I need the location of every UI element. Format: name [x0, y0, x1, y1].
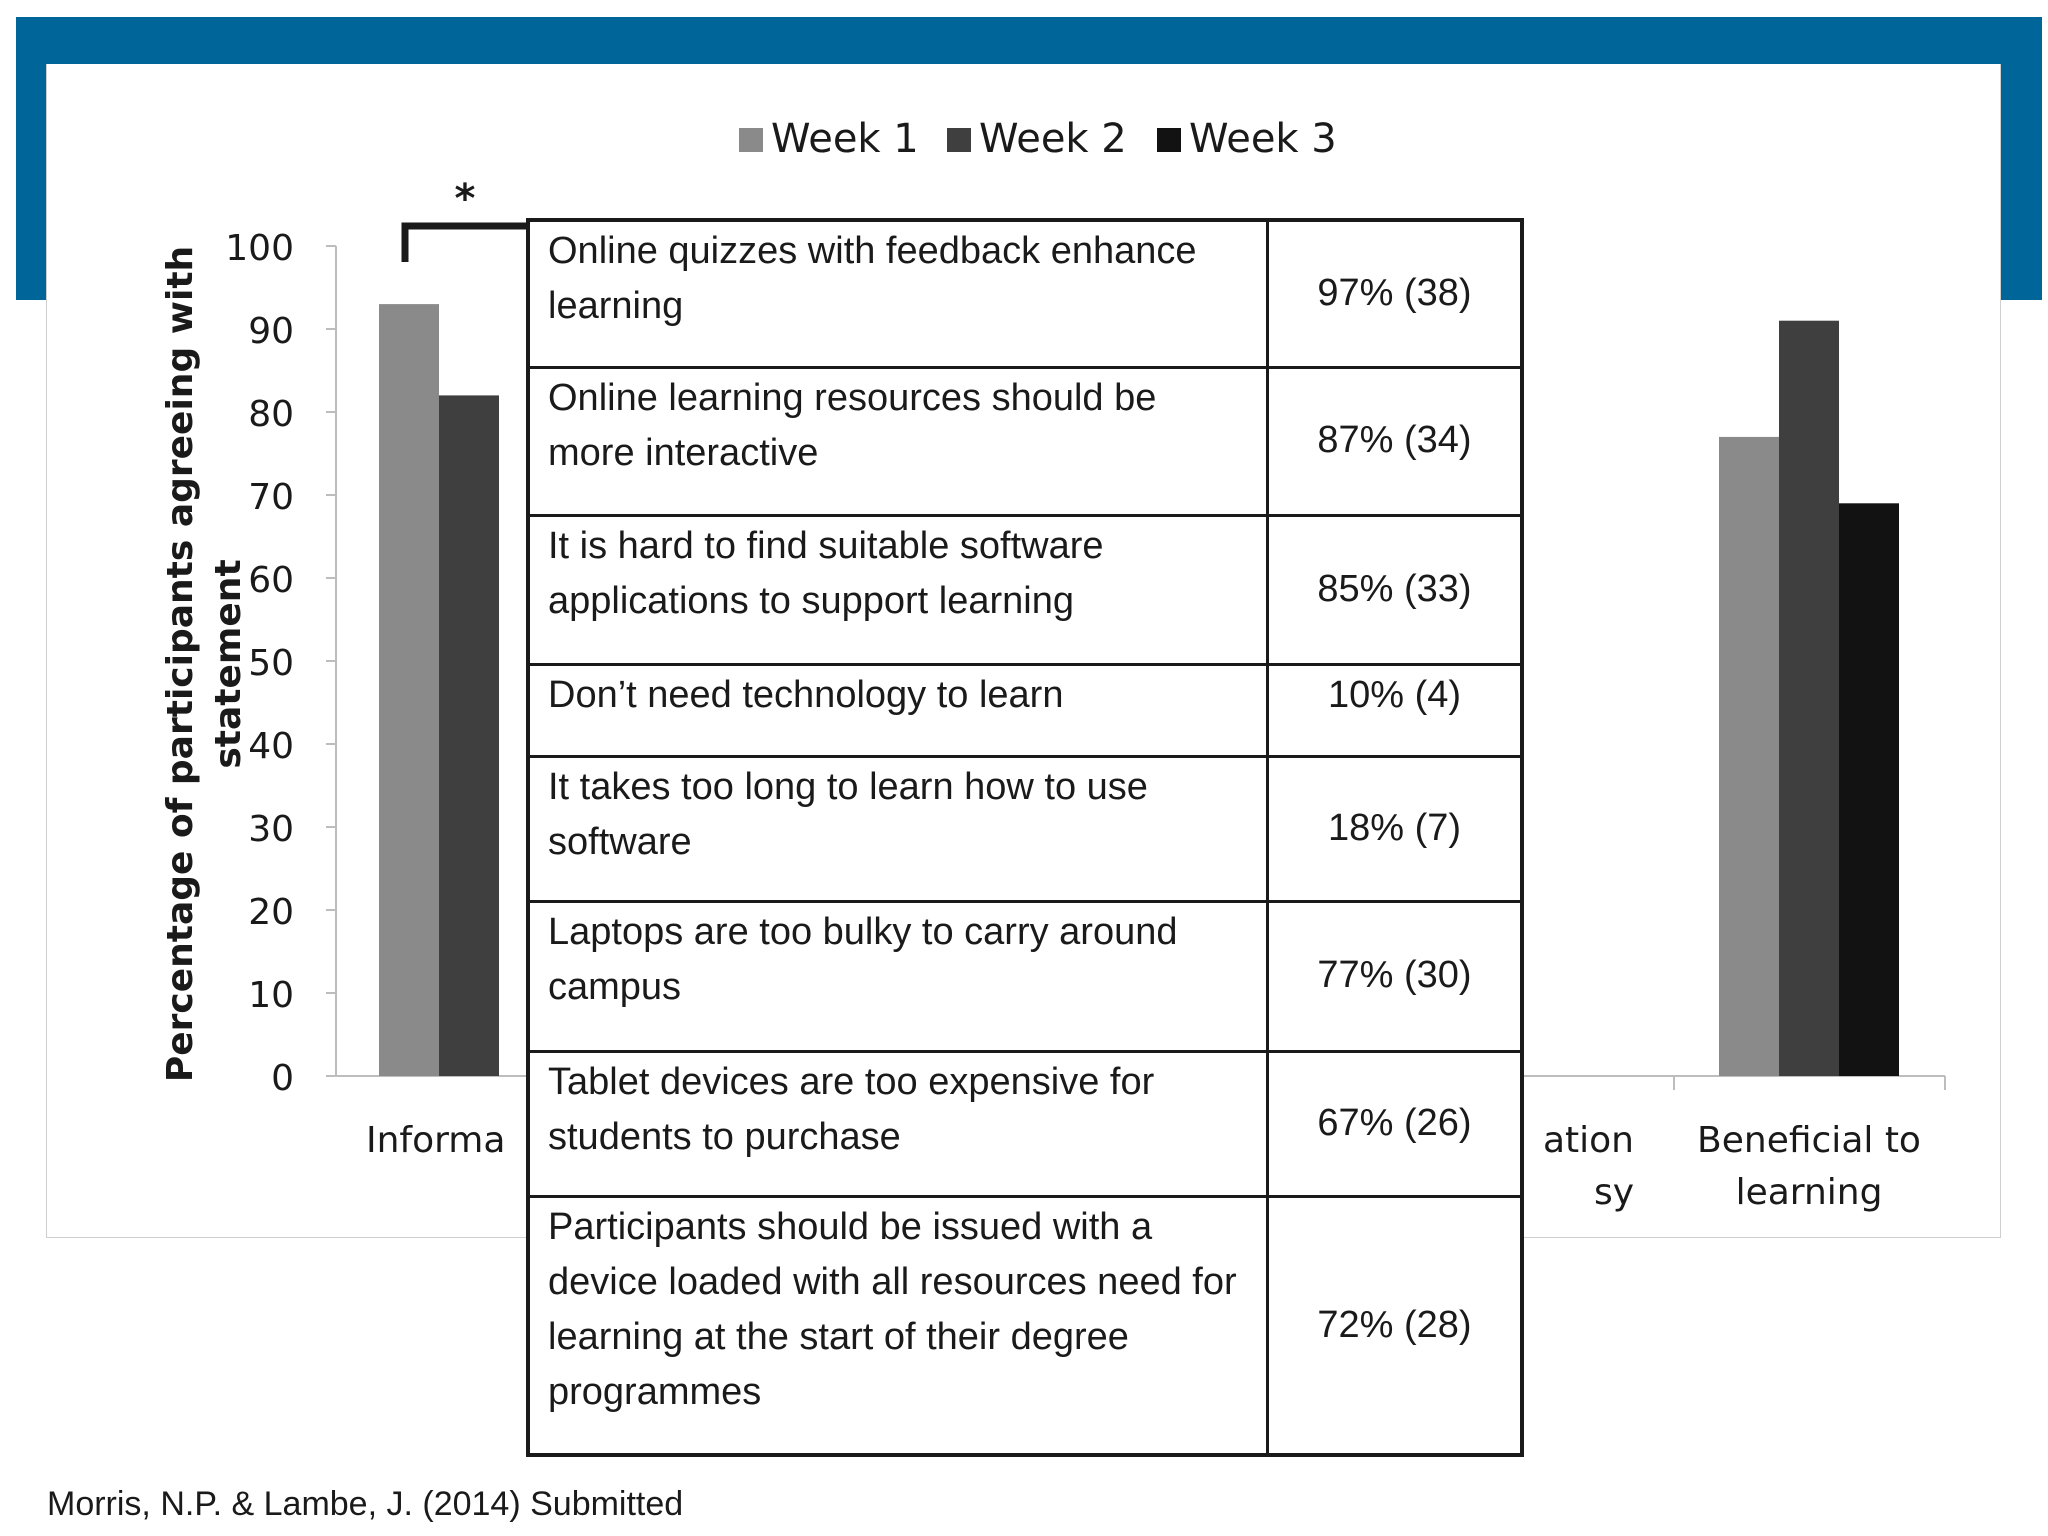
significance-bracket — [401, 222, 527, 262]
bar-week-2 — [1779, 320, 1839, 1076]
value-cell: 77% (30) — [1266, 899, 1524, 1053]
table-row: Don’t need technology to learn 10% (4) — [526, 662, 1524, 758]
value-cell: 87% (34) — [1266, 365, 1524, 517]
table-row: Online quizzes with feedback enhance lea… — [526, 218, 1524, 369]
bar-week-1 — [1719, 436, 1779, 1076]
legend-label: Week 3 — [1189, 116, 1337, 162]
value-cell: 18% (7) — [1266, 754, 1524, 903]
value-cell: 72% (28) — [1266, 1194, 1524, 1457]
statement-cell: It takes too long to learn how to use so… — [526, 754, 1269, 903]
y-tick-label: 10 — [248, 975, 294, 1016]
table-row: Laptops are too bulky to carry around ca… — [526, 899, 1524, 1053]
category-label: sy — [1594, 1172, 1634, 1213]
y-tick-label: 40 — [248, 726, 294, 767]
category-label: ation — [1543, 1120, 1634, 1161]
bar-week-2 — [439, 395, 499, 1076]
value-cell: 97% (38) — [1266, 218, 1524, 369]
survey-results-table: Online quizzes with feedback enhance lea… — [526, 218, 1524, 1457]
y-tick-label: 100 — [225, 228, 294, 269]
legend-label: Week 1 — [771, 116, 919, 162]
legend-swatch — [947, 128, 971, 152]
statement-cell: Online quizzes with feedback enhance lea… — [526, 218, 1269, 369]
table-row: It takes too long to learn how to use so… — [526, 754, 1524, 903]
category-label: Beneficial to — [1697, 1120, 1921, 1161]
y-tick-label: 70 — [248, 477, 294, 518]
y-tick-label: 80 — [248, 394, 294, 435]
category-label: learning — [1736, 1172, 1883, 1213]
y-tick-label: 30 — [248, 809, 294, 850]
y-tick-label: 20 — [248, 892, 294, 933]
table-row: Online learning resources should be more… — [526, 365, 1524, 517]
y-tick-label: 50 — [248, 643, 294, 684]
table-row: Tablet devices are too expensive for stu… — [526, 1049, 1524, 1198]
y-tick-label: 0 — [271, 1058, 294, 1099]
legend-swatch — [1157, 128, 1181, 152]
table-row: Participants should be issued with a dev… — [526, 1194, 1524, 1457]
statement-cell: Don’t need technology to learn — [526, 662, 1269, 758]
statement-cell: Laptops are too bulky to carry around ca… — [526, 899, 1269, 1053]
y-axis-title: Percentage of participants agreeing with — [160, 246, 201, 1082]
citation: Morris, N.P. & Lambe, J. (2014) Submitte… — [47, 1485, 684, 1523]
value-cell: 85% (33) — [1266, 513, 1524, 666]
value-cell: 67% (26) — [1266, 1049, 1524, 1198]
category-label: Informa — [366, 1120, 505, 1161]
statement-cell: Tablet devices are too expensive for stu… — [526, 1049, 1269, 1198]
bar-week-3 — [1839, 503, 1899, 1076]
legend-swatch — [739, 128, 763, 152]
statement-cell: Online learning resources should be more… — [526, 365, 1269, 517]
bar-week-1 — [379, 304, 439, 1077]
statement-cell: It is hard to find suitable software app… — [526, 513, 1269, 666]
value-cell: 10% (4) — [1266, 662, 1524, 758]
table-row: It is hard to find suitable software app… — [526, 513, 1524, 666]
y-tick-label: 90 — [248, 311, 294, 352]
y-axis-title: statement — [208, 559, 249, 768]
significance-marker: * — [455, 176, 476, 222]
legend-label: Week 2 — [979, 116, 1127, 162]
y-tick-label: 60 — [248, 560, 294, 601]
statement-cell: Participants should be issued with a dev… — [526, 1194, 1269, 1457]
